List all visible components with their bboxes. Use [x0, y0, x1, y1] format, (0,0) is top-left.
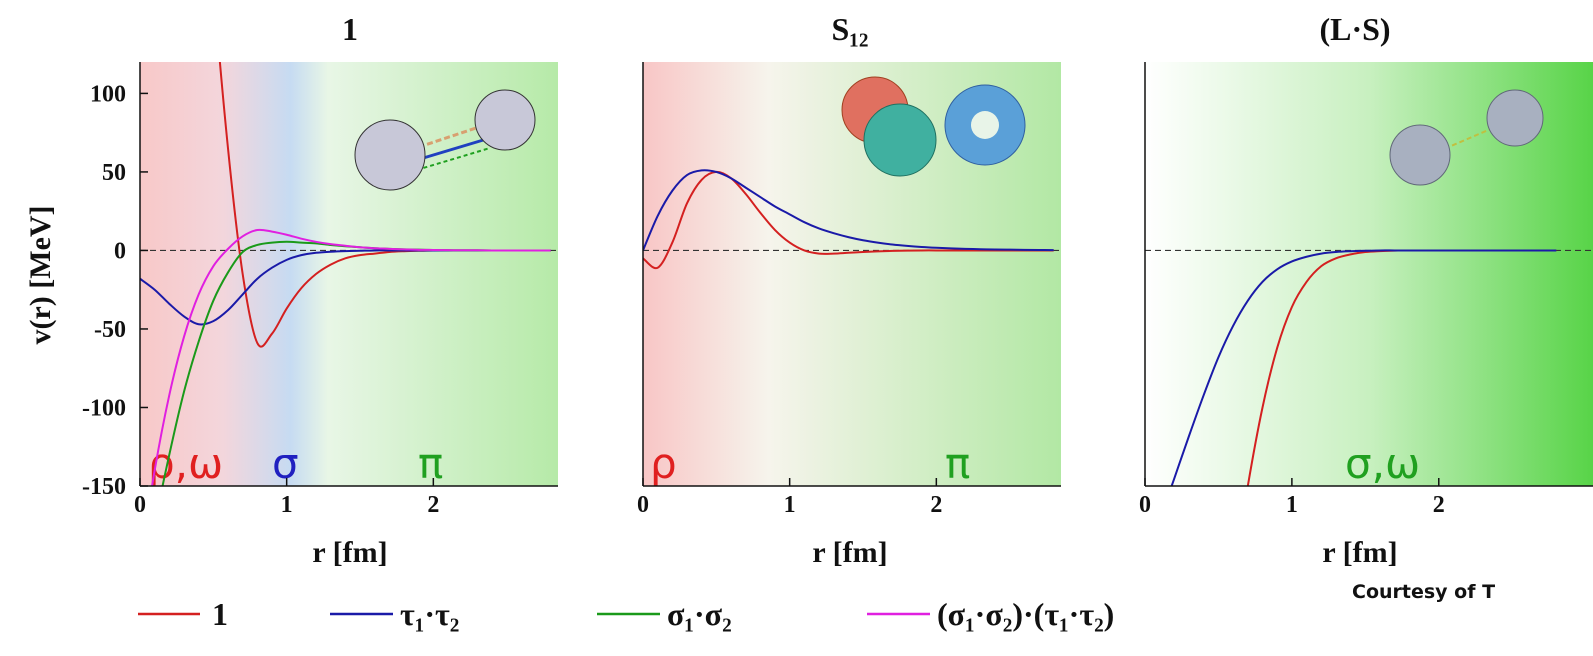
y-tick-label: 0 — [114, 238, 126, 264]
y-axis-label: v(r) [MeV] — [24, 205, 57, 344]
panel-title: 1 — [342, 11, 358, 47]
y-tick-label: -150 — [82, 474, 126, 500]
y-tick-label: 100 — [90, 81, 126, 107]
panel-title: (L·S) — [1319, 11, 1390, 47]
region-label: ρ — [650, 439, 677, 488]
x-tick-label: 0 — [637, 492, 649, 518]
y-tick-label: 50 — [102, 160, 126, 186]
figure: ρ,ω σ π ρ π σ,ω 1 S₁₂ (L·S) v(r) [MeV] r… — [0, 0, 1593, 656]
legend-label: (σ₁·σ₂)·(τ₁·τ₂) — [937, 596, 1114, 632]
x-tick-label: 2 — [930, 492, 942, 518]
region-label: π — [945, 439, 970, 488]
x-axis-label: r [fm] — [312, 536, 387, 569]
legend-label: τ₁·τ₂ — [400, 596, 459, 632]
x-tick-label: 0 — [134, 492, 146, 518]
panel-title: S₁₂ — [832, 11, 869, 47]
x-tick-label: 2 — [427, 492, 439, 518]
x-tick-label: 2 — [1433, 492, 1445, 518]
region-label: σ,ω — [1345, 439, 1420, 488]
x-axis-label: r [fm] — [1322, 536, 1397, 569]
x-tick-label: 1 — [784, 492, 796, 518]
region-label: σ — [272, 439, 299, 488]
region-label: π — [418, 439, 443, 488]
legend-label: 1 — [212, 596, 228, 632]
x-tick-label: 1 — [281, 492, 293, 518]
y-tick-label: -100 — [82, 395, 126, 421]
credit: Courtesy of T — [1352, 581, 1495, 603]
x-tick-label: 1 — [1286, 492, 1298, 518]
legend-label: σ₁·σ₂ — [667, 596, 732, 632]
x-tick-label: 0 — [1139, 492, 1151, 518]
x-axis-label: r [fm] — [812, 536, 887, 569]
y-tick-label: -50 — [94, 317, 126, 343]
